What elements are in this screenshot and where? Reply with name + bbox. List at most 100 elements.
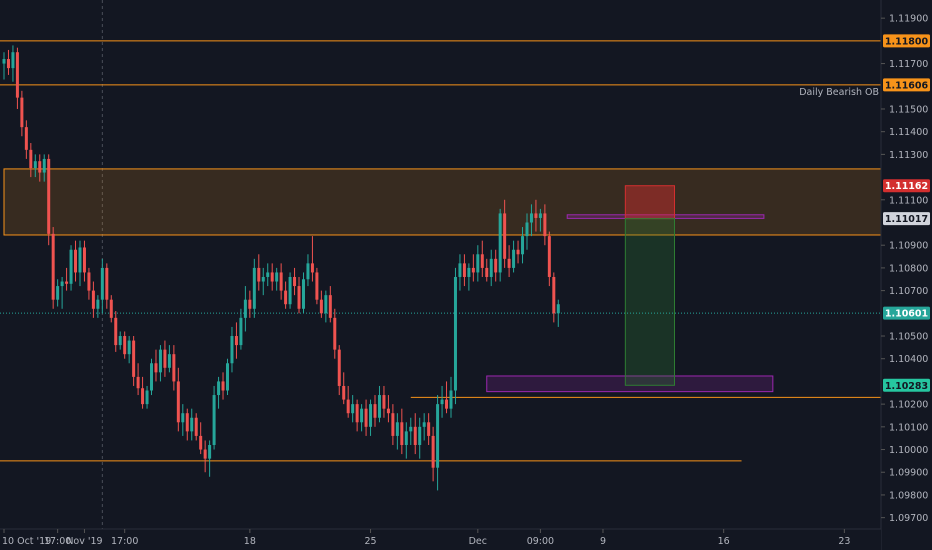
candle-body <box>208 444 212 459</box>
candle-body <box>194 417 198 436</box>
x-tick-label: 25 <box>364 536 376 547</box>
take-profit-zone <box>624 218 676 386</box>
price-badge-label: 1.10601 <box>885 309 928 320</box>
candle-body <box>284 290 288 305</box>
y-tick-label: 1.11500 <box>889 104 928 115</box>
candle-body <box>279 272 283 291</box>
candle-body <box>199 435 203 450</box>
candle-body <box>418 426 422 445</box>
candle-body <box>512 249 516 268</box>
candle-body <box>109 299 113 318</box>
candle-body <box>87 272 91 291</box>
candle-body <box>427 422 431 436</box>
candle-body <box>154 363 158 373</box>
x-tick-label: Nov '19 <box>66 536 102 547</box>
candle-body <box>547 236 551 277</box>
candle-body <box>56 286 60 300</box>
candle-body <box>132 340 136 377</box>
y-tick-label: 1.10900 <box>889 241 928 252</box>
candle-body <box>65 281 69 284</box>
candle-body <box>47 158 51 234</box>
candle-body <box>467 267 471 277</box>
candle-body <box>386 408 390 414</box>
y-tick-label: 1.11100 <box>889 195 928 206</box>
candle-body <box>458 263 462 277</box>
candle-body <box>293 276 297 287</box>
zones-layer <box>3 0 882 529</box>
y-tick-label: 1.09700 <box>889 513 928 524</box>
candle-body <box>489 258 493 277</box>
candle-body <box>310 263 314 273</box>
price-badge <box>883 212 930 226</box>
price-badge-label: 1.11162 <box>885 181 928 192</box>
candle-body <box>100 267 104 300</box>
candle-body <box>373 404 377 418</box>
price-badge <box>883 179 930 193</box>
price-badge <box>883 378 930 392</box>
candle-body <box>252 267 256 309</box>
candle-body <box>503 213 507 259</box>
y-tick-label: 1.09900 <box>889 468 928 479</box>
y-tick-label: 1.10200 <box>889 400 928 411</box>
candle-body <box>248 299 252 309</box>
candle-body <box>301 279 305 309</box>
candle-body <box>24 127 28 150</box>
candle-body <box>261 276 265 282</box>
candle-body <box>172 354 176 382</box>
price-badge <box>883 306 930 320</box>
candle-body <box>409 426 413 432</box>
price-badge-label: 1.11606 <box>885 80 929 91</box>
candle-body <box>516 249 520 255</box>
price-badge-label: 1.11800 <box>885 36 929 47</box>
candle-body <box>534 213 538 218</box>
candle-body <box>212 395 216 445</box>
candle-body <box>480 254 484 268</box>
candle-body <box>369 404 373 427</box>
candle-body <box>33 161 37 169</box>
y-tick-label: 1.11900 <box>889 14 928 25</box>
y-tick-label: 1.10700 <box>889 286 928 297</box>
candle-body <box>15 52 19 98</box>
candle-body <box>324 295 328 314</box>
candle-body <box>507 258 511 268</box>
candle-body <box>150 363 154 391</box>
y-tick-label: 1.10500 <box>889 332 928 343</box>
y-tick-label: 1.09800 <box>889 490 928 501</box>
candle-body <box>20 97 24 128</box>
candle-body <box>29 149 33 169</box>
candle-body <box>400 422 404 445</box>
price-axis[interactable]: 1.11900 1.11700 1.11500 1.11400 1.11300 1.111… <box>880 0 932 550</box>
candle-body <box>105 267 109 300</box>
x-tick-label: 17:00 <box>44 536 71 547</box>
candle-body <box>395 422 399 436</box>
candle-body <box>471 267 475 273</box>
candle-body <box>51 233 55 300</box>
candle-body <box>404 431 408 445</box>
candle-body <box>377 395 381 418</box>
price-badge <box>883 34 930 48</box>
x-tick-label: 9 <box>600 536 606 547</box>
candle-body <box>230 336 234 364</box>
candle-body <box>127 340 131 355</box>
candle-body <box>476 254 480 273</box>
y-tick-label: 1.10000 <box>889 445 928 456</box>
candle-body <box>2 59 6 64</box>
candle-body <box>364 408 368 427</box>
candle-body <box>431 435 435 468</box>
candle-body <box>239 317 243 346</box>
candle-body <box>462 263 466 277</box>
candle-body <box>217 381 221 396</box>
candle-body <box>552 276 556 314</box>
candle-body <box>436 404 440 468</box>
candle-body <box>176 381 180 423</box>
y-tick-label: 1.11300 <box>889 150 928 161</box>
demand-box-purple <box>486 375 774 393</box>
candle-body <box>82 247 86 273</box>
candle-body <box>342 385 346 400</box>
candle-body <box>158 349 162 373</box>
candle-body <box>337 349 341 386</box>
candle-body <box>163 349 167 368</box>
candle-body <box>485 267 489 277</box>
